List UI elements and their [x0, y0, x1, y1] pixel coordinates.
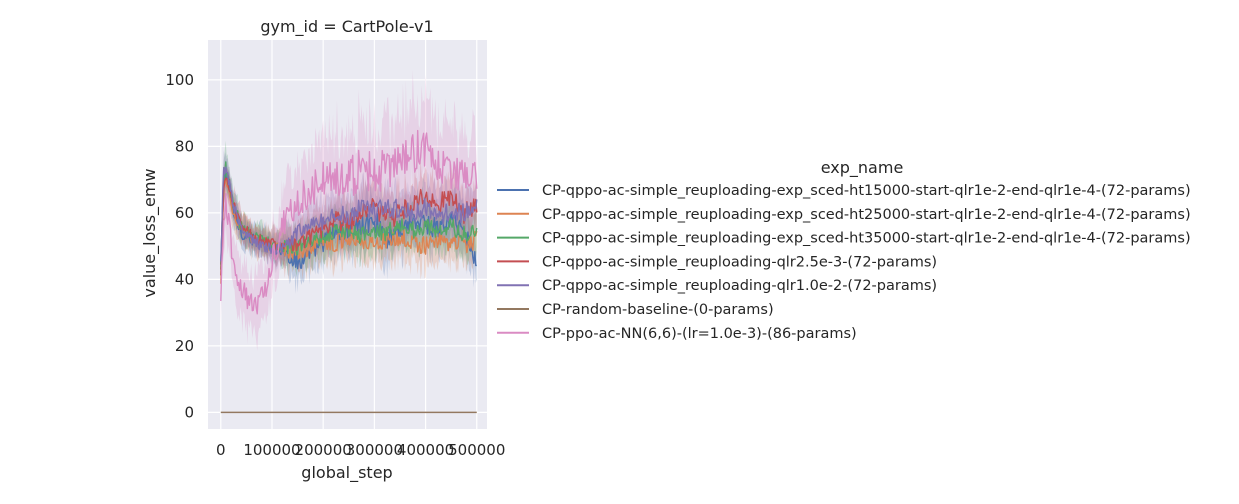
legend-entry: CP-ppo-ac-NN(6,6)-(lr=1.0e-3)-(86-params…: [542, 326, 857, 342]
x-axis-title: global_step: [301, 463, 392, 483]
legend-title: exp_name: [821, 158, 904, 178]
y-tick-label: 100: [165, 71, 194, 89]
x-tick-label: 100000: [243, 441, 300, 459]
x-tick-label: 0: [216, 441, 226, 459]
x-tick-label: 400000: [397, 441, 454, 459]
series-lines: [220, 129, 478, 414]
y-axis-ticks: 0 20 40 60 80 100: [165, 71, 194, 421]
y-tick-label: 0: [184, 403, 194, 421]
y-tick-label: 80: [175, 137, 194, 155]
x-tick-label: 500000: [448, 441, 505, 459]
legend: exp_name CP-qppo-ac-simple_reuploading-e…: [497, 158, 1191, 342]
y-axis-title: value_loss_emw: [140, 168, 160, 297]
y-tick-label: 60: [175, 204, 194, 222]
x-tick-label: 300000: [346, 441, 403, 459]
y-tick-label: 20: [175, 337, 194, 355]
legend-entry: CP-qppo-ac-simple_reuploading-exp_sced-h…: [542, 183, 1191, 199]
legend-items: CP-qppo-ac-simple_reuploading-exp_sced-h…: [497, 183, 1191, 342]
legend-entry: CP-qppo-ac-simple_reuploading-exp_sced-h…: [542, 207, 1191, 223]
legend-entry: CP-qppo-ac-simple_reuploading-qlr1.0e-2-…: [542, 278, 937, 294]
x-tick-label: 200000: [295, 441, 352, 459]
legend-entry: CP-qppo-ac-simple_reuploading-qlr2.5e-3-…: [542, 254, 937, 270]
series-line: [220, 177, 478, 276]
legend-entry: CP-qppo-ac-simple_reuploading-exp_sced-h…: [542, 231, 1191, 247]
series-line: [220, 166, 478, 262]
series-line: [220, 129, 478, 315]
legend-entry: CP-random-baseline-(0-params): [542, 302, 774, 318]
y-tick-label: 40: [175, 270, 194, 288]
chart-title: gym_id = CartPole-v1: [260, 17, 433, 37]
